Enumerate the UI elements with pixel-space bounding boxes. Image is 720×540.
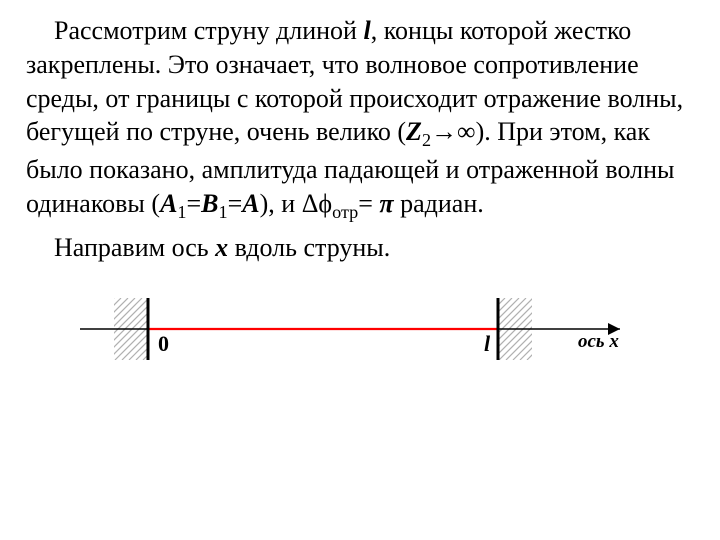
p1-run-e: =: [358, 189, 379, 218]
page: Рассмотрим струну длиной l, концы которо…: [0, 0, 720, 367]
diagram-container: 0 l ось x: [80, 289, 640, 367]
arrow-inf: →∞: [431, 117, 476, 146]
var-B1: B: [201, 189, 218, 218]
var-A: A: [242, 189, 259, 218]
sub-otr: отр: [332, 202, 358, 222]
var-Z: Z: [406, 117, 422, 146]
var-A1a: A: [160, 189, 177, 218]
var-l: l: [363, 16, 370, 45]
p2-run-a: Направим ось: [54, 233, 215, 262]
paragraph-2: Направим ось x вдоль струны.: [26, 231, 694, 265]
var-x: x: [215, 233, 228, 262]
p1-run-d: ), и Δϕ: [260, 189, 332, 218]
eq-1: =: [187, 189, 202, 218]
p1-run-a: Рассмотрим струну длиной: [54, 16, 363, 45]
p1-run-f: радиан.: [394, 189, 484, 218]
eq-2: =: [228, 189, 243, 218]
label-l: l: [484, 331, 491, 356]
sub-2: 2: [422, 131, 431, 151]
label-axis-x: ось x: [578, 331, 619, 352]
label-zero: 0: [158, 331, 169, 356]
sub-1a: 1: [177, 202, 186, 222]
paragraph-1: Рассмотрим струну длиной l, концы которо…: [26, 14, 694, 225]
sub-1b: 1: [219, 202, 228, 222]
string-diagram: 0 l ось x: [80, 289, 640, 367]
p2-run-b: вдоль струны.: [228, 233, 390, 262]
var-pi: π: [379, 189, 393, 218]
